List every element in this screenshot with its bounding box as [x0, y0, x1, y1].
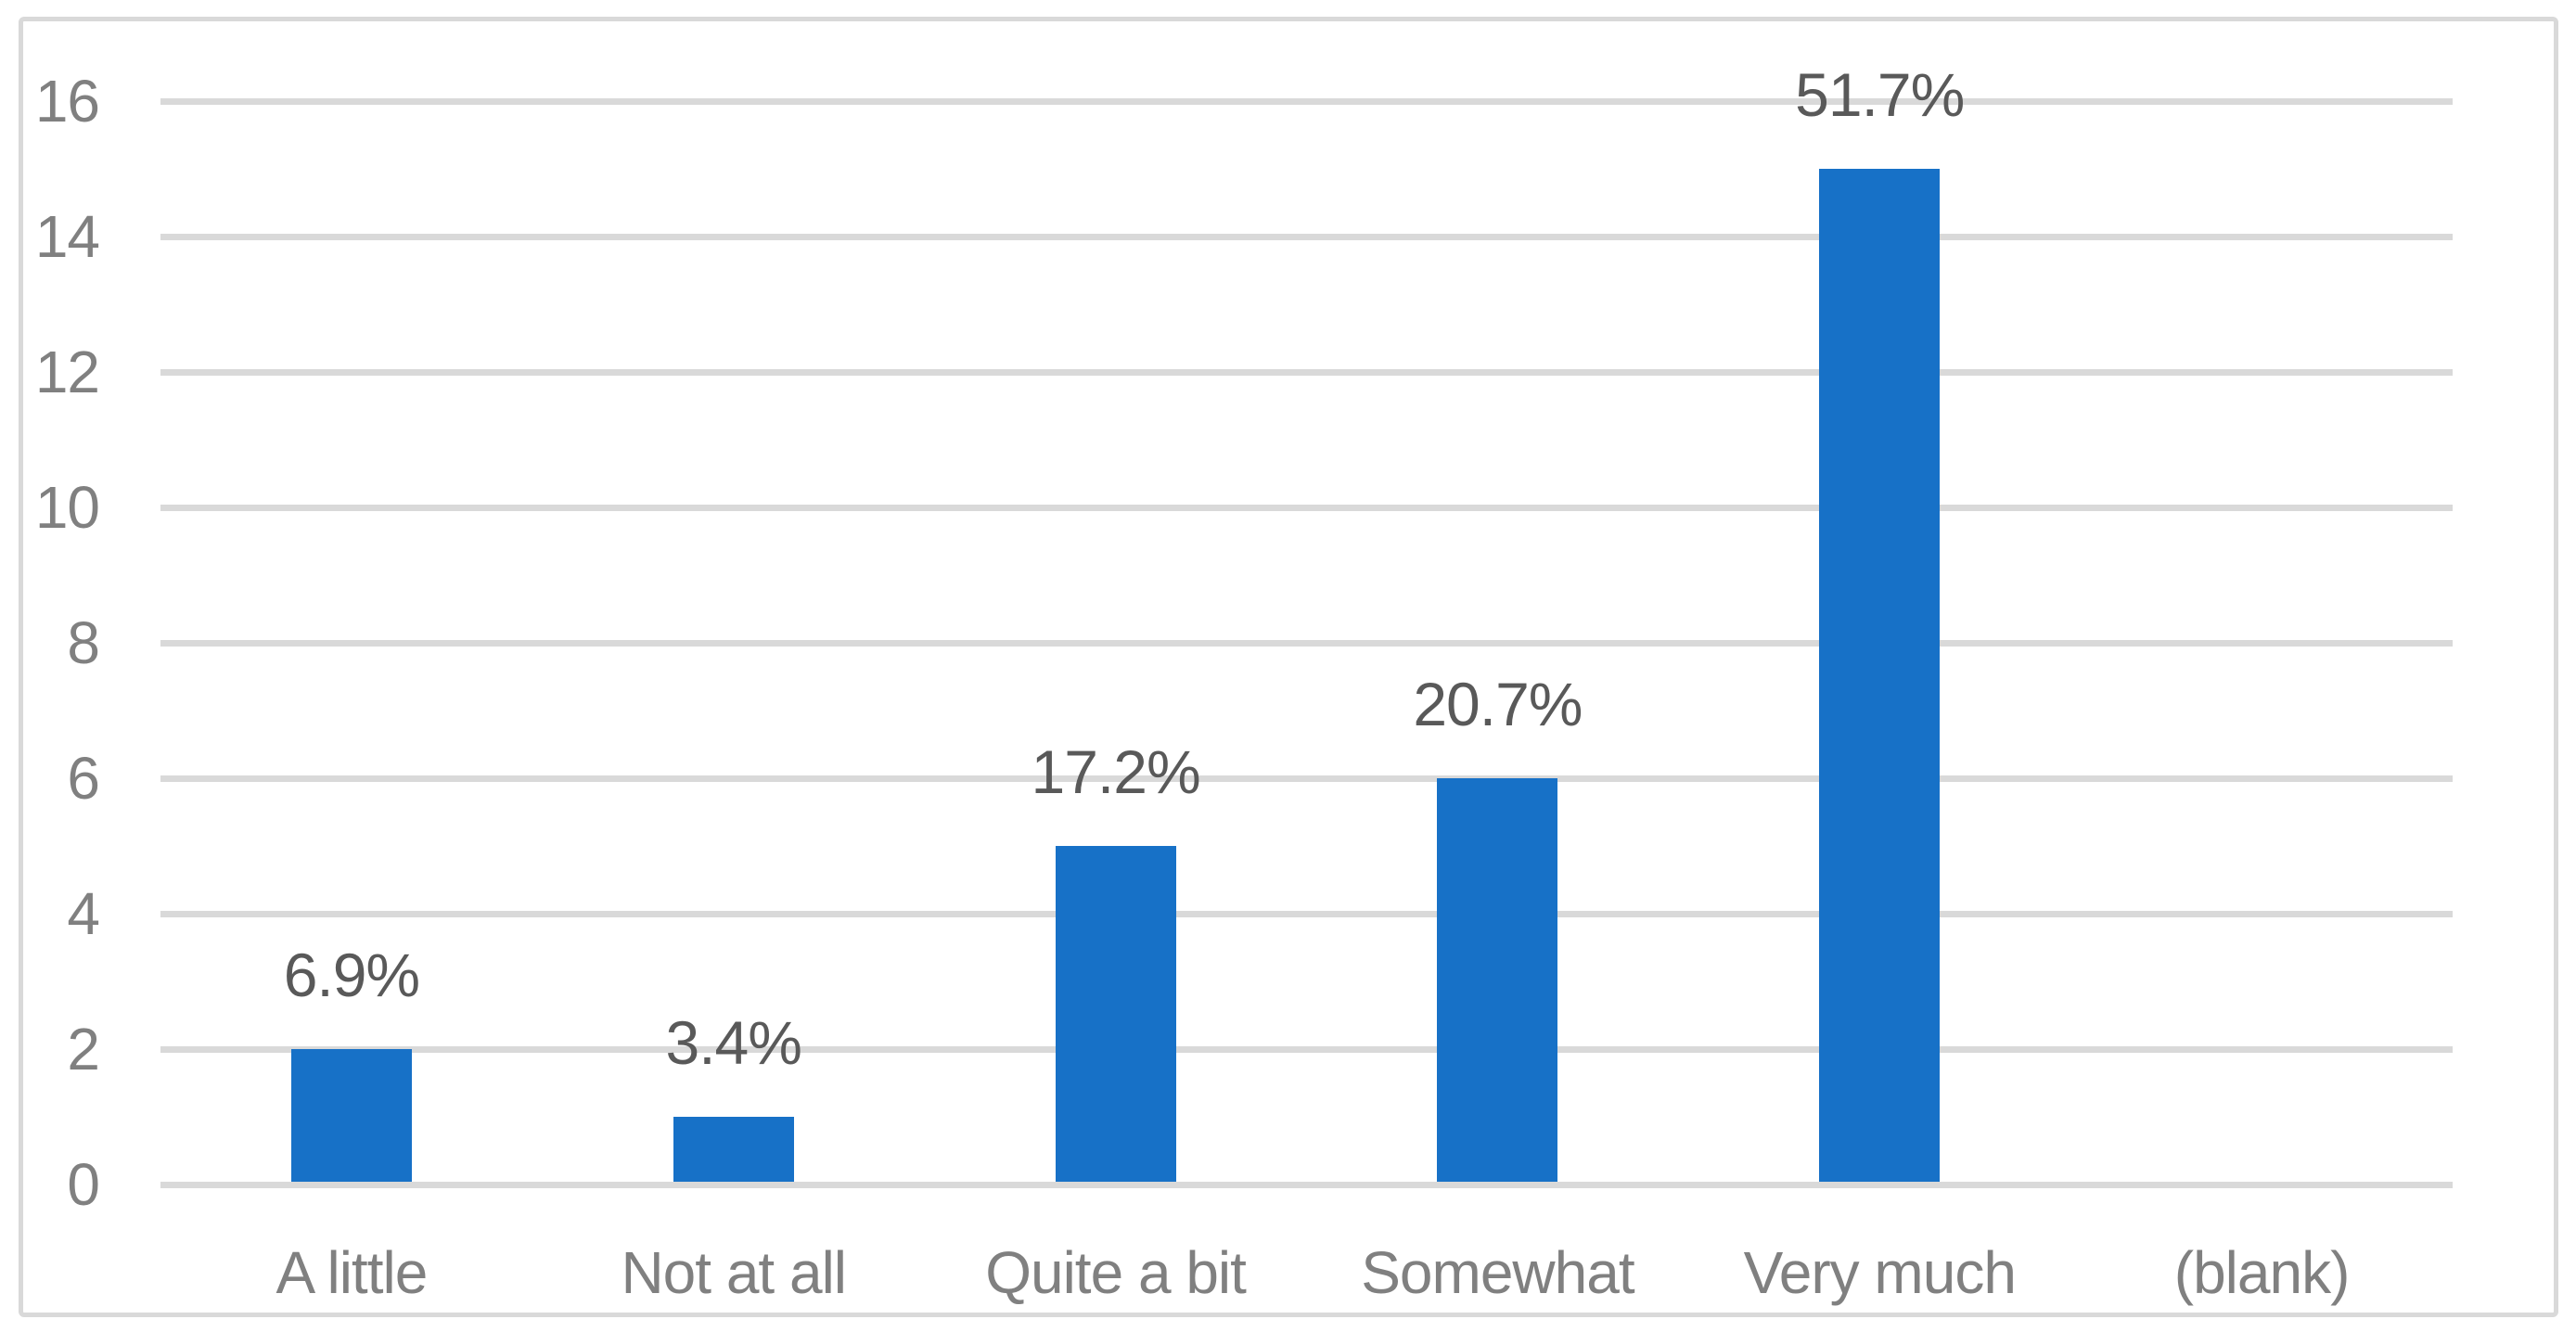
y-tick-label: 2: [67, 1016, 100, 1082]
gridline: [160, 639, 2453, 647]
gridline: [160, 910, 2453, 917]
y-tick-label: 14: [34, 203, 100, 270]
x-category-label: Somewhat: [1361, 1239, 1634, 1306]
x-category-label: Quite a bit: [985, 1239, 1247, 1306]
gridline: [160, 775, 2453, 782]
x-category-label: Very much: [1743, 1239, 2017, 1306]
bar-not-at-all[interactable]: [673, 1117, 794, 1182]
y-tick-label: 6: [67, 745, 100, 812]
bar-data-label: 3.4%: [665, 1008, 802, 1077]
bar-somewhat[interactable]: [1437, 778, 1558, 1182]
gridline: [160, 1045, 2453, 1053]
gridline: [160, 233, 2453, 240]
gridline: [160, 97, 2453, 105]
bar-quite-a-bit[interactable]: [1055, 846, 1176, 1182]
x-axis-line: [160, 1181, 2453, 1188]
bar-data-label: 20.7%: [1413, 670, 1583, 738]
y-tick-label: 8: [67, 609, 100, 676]
bar-very-much[interactable]: [1819, 169, 1941, 1182]
bar-a-little[interactable]: [290, 1049, 412, 1182]
gridline: [160, 368, 2453, 376]
y-tick-label: 0: [67, 1151, 100, 1218]
y-tick-label: 12: [34, 339, 100, 405]
y-tick-label: 4: [67, 880, 100, 947]
chart-frame[interactable]: 6.9% 3.4% 17.2% 20.7% 51.7% 0 2 4 6 8 10 12 14 16 A …: [19, 17, 2558, 1317]
bar-data-label: 17.2%: [1031, 737, 1201, 806]
x-category-label: (blank): [2173, 1239, 2351, 1306]
bar-data-label: 51.7%: [1795, 60, 1965, 129]
y-tick-label: 16: [34, 68, 100, 134]
gridline: [160, 504, 2453, 511]
x-category-label: Not at all: [621, 1239, 847, 1306]
x-category-label: A little: [276, 1239, 429, 1306]
y-tick-label: 10: [34, 474, 100, 541]
bar-data-label: 6.9%: [283, 941, 420, 1009]
